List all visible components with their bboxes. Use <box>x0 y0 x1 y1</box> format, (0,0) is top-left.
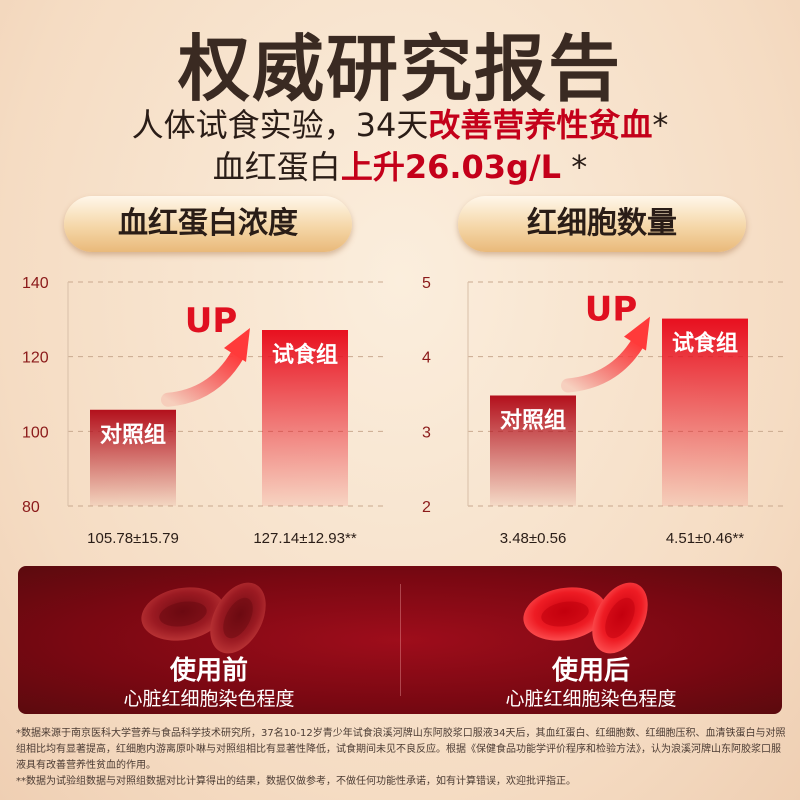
y-tick-label: 3 <box>422 424 431 441</box>
hemoglobin-pill: 血红蛋白浓度 <box>64 196 352 252</box>
up-arrowhead-icon <box>224 328 250 363</box>
footnote-1: *数据来源于南京医科大学营养与食品科学技术研究所，37名10-12岁青少年试食浪… <box>16 728 786 771</box>
bar-category-label: 对照组 <box>500 407 566 433</box>
bar-category-label: 试食组 <box>272 342 338 368</box>
subtitle-line-1: 人体试食实验，34天改善营养性贫血* <box>0 100 800 146</box>
trial-bar <box>662 318 748 506</box>
subtitle-1-highlight: 改善营养性贫血 <box>428 106 653 144</box>
up-annotation: UP <box>185 301 238 341</box>
subtitle-2-highlight: 上升26.03g/L <box>340 148 562 186</box>
y-tick-label: 2 <box>422 499 431 516</box>
up-annotation: UP <box>585 290 638 330</box>
bar-value-label: 127.14±12.93** <box>253 530 356 547</box>
bar-value-label: 105.78±15.79 <box>87 530 179 547</box>
hemoglobin-chart: 80 100 120 140 对照组 105.78±15.79 试食组 127.14±12.9… <box>22 275 388 547</box>
y-tick-label: 140 <box>22 275 49 292</box>
bar-category-label: 对照组 <box>100 422 166 448</box>
before-title: 使用前 <box>169 656 248 686</box>
bar-category-label: 试食组 <box>672 331 738 357</box>
bar-value-label: 4.51±0.46** <box>666 530 744 547</box>
up-arrow-icon <box>161 347 245 407</box>
trial-bar <box>262 330 348 506</box>
subtitle-2-prefix: 血红蛋白 <box>212 148 341 186</box>
after-cells-image <box>523 582 648 654</box>
y-tick-label: 100 <box>22 424 49 441</box>
control-bar <box>90 409 176 506</box>
up-arrow-icon <box>561 335 645 393</box>
y-tick-label: 80 <box>22 499 40 516</box>
subtitle-line-2: 血红蛋白上升26.03g/L * <box>0 142 800 188</box>
footnote-2: **数据为试验组数据与对照组数据对比计算得出的结果，数据仅做参考，不做任何功能性… <box>16 776 576 787</box>
subtitle-1-suffix: * <box>652 106 669 144</box>
bar-value-label: 3.48±0.56 <box>500 530 567 547</box>
page-title: 权威研究报告 <box>177 27 622 111</box>
y-tick-label: 5 <box>422 275 431 292</box>
before-subtitle: 心脏红细胞染色程度 <box>123 688 295 710</box>
before-cells-image <box>141 582 266 654</box>
comparison-band: 使用前 心脏红细胞染色程度 使用后 心脏红细胞染色程度 <box>18 566 782 714</box>
after-subtitle: 心脏红细胞染色程度 <box>505 688 677 710</box>
up-arrowhead-icon <box>624 316 650 351</box>
subtitle-2-suffix: * <box>561 148 588 186</box>
rbc-chart: 2 3 4 5 对照组 3.48±0.56 试食组 4.51±0.46** UP <box>422 275 788 547</box>
subtitle-1-prefix: 人体试食实验，34天 <box>131 106 429 144</box>
control-bar <box>490 395 576 506</box>
y-tick-label: 120 <box>22 350 49 367</box>
comparison-divider <box>400 584 401 696</box>
y-tick-label: 4 <box>422 350 431 367</box>
rbc-pill: 红细胞数量 <box>458 196 746 252</box>
after-title: 使用后 <box>551 656 630 686</box>
